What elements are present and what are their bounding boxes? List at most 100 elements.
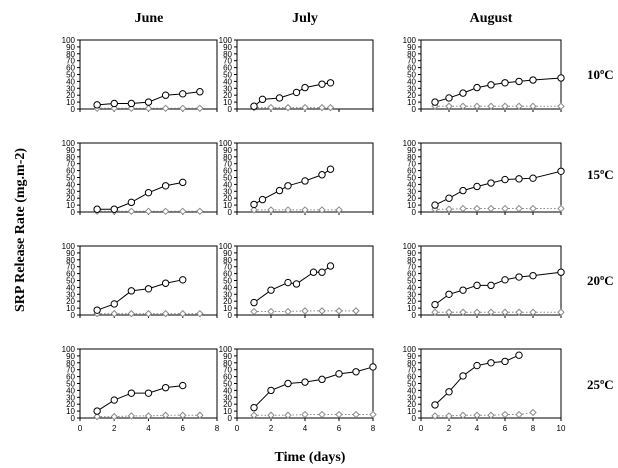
- lower-series-point: [318, 410, 326, 419]
- upper-series-point: [127, 99, 136, 108]
- x-tick-label: 4: [146, 424, 151, 433]
- lower-series-point: [196, 309, 204, 318]
- y-tick-label: 10: [66, 407, 75, 416]
- y-tick-label: 60: [407, 64, 416, 73]
- upper-series-point: [144, 188, 153, 197]
- y-tick-label: 0: [412, 311, 417, 320]
- y-tick-label: 0: [71, 311, 76, 320]
- y-tick-label: 100: [219, 242, 233, 251]
- row-label-15c: 15ºC: [587, 167, 614, 182]
- x-tick-label: 10: [557, 424, 566, 433]
- lower-series-point: [318, 307, 326, 315]
- lower-series-point: [196, 104, 204, 113]
- lower-series-point: [161, 411, 170, 419]
- lower-series-point: [267, 103, 275, 112]
- lower-series-point: [335, 206, 343, 214]
- y-tick-label: 100: [62, 139, 76, 148]
- lower-series-point: [93, 412, 101, 421]
- upper-series-point: [445, 194, 453, 202]
- column-title-june: June: [135, 11, 164, 26]
- upper-series-point: [292, 88, 301, 97]
- y-tick-label: 60: [223, 167, 232, 176]
- lower-series-point: [529, 308, 537, 316]
- lower-series-point: [473, 308, 481, 316]
- upper-series-point: [326, 262, 335, 270]
- upper-series-point: [515, 175, 523, 183]
- y-tick-label: 90: [407, 249, 416, 258]
- lower-series-point: [445, 308, 453, 316]
- upper-series-point: [161, 91, 170, 99]
- x-tick-label: 2: [112, 424, 117, 433]
- panel-frame: [420, 39, 562, 110]
- lower-series-point: [487, 102, 495, 110]
- upper-series-point: [93, 205, 101, 213]
- upper-series-point: [127, 389, 136, 397]
- upper-series-point: [473, 361, 481, 370]
- lower-series-point: [144, 207, 153, 216]
- upper-series-point: [93, 101, 101, 109]
- column-title-august: August: [470, 11, 513, 26]
- y-tick-label: 10: [223, 98, 232, 107]
- lower-series-point: [179, 104, 187, 113]
- y-tick-label: 50: [66, 71, 75, 80]
- lower-series-point: [301, 410, 309, 419]
- lower-series-point: [110, 309, 118, 318]
- upper-series-point: [250, 403, 258, 412]
- y-tick-label: 20: [223, 297, 232, 306]
- lower-series-point: [529, 408, 537, 417]
- y-tick-label: 40: [223, 180, 232, 189]
- y-tick-label: 50: [223, 71, 232, 80]
- upper-series-point: [292, 280, 301, 288]
- lower-series-point: [267, 411, 275, 419]
- lower-series-point: [557, 204, 565, 213]
- lower-series-point: [487, 308, 495, 316]
- lower-series-point: [161, 309, 170, 318]
- row-label-10c: 10ºC: [587, 67, 614, 82]
- lower-series-point: [352, 410, 360, 419]
- upper-series-point: [179, 90, 187, 98]
- lower-series-point: [459, 102, 467, 110]
- y-tick-label: 80: [66, 50, 75, 59]
- upper-series-point: [473, 182, 481, 191]
- row-label-20c: 20ºC: [587, 273, 614, 288]
- upper-series-point: [144, 285, 153, 293]
- lower-series-point: [250, 411, 258, 419]
- upper-series-point: [258, 95, 267, 104]
- y-tick-label: 10: [407, 304, 416, 313]
- y-tick-label: 50: [407, 174, 416, 183]
- lower-series-point: [284, 307, 292, 316]
- lower-series-point: [284, 103, 292, 112]
- upper-series-point: [529, 271, 537, 280]
- lower-series-point: [179, 411, 187, 419]
- y-tick-label: 60: [407, 167, 416, 176]
- y-tick-label: 10: [66, 98, 75, 107]
- lower-series-point: [284, 411, 292, 419]
- y-tick-label: 70: [407, 57, 416, 66]
- upper-series-point: [473, 281, 481, 290]
- upper-series-point: [110, 99, 118, 108]
- y-tick-label: 100: [62, 242, 76, 251]
- upper-series-point: [369, 363, 377, 371]
- upper-series-point: [110, 300, 118, 308]
- upper-series-point: [326, 165, 335, 173]
- y-tick-label: 70: [407, 263, 416, 272]
- y-tick-label: 50: [223, 174, 232, 183]
- y-tick-label: 70: [66, 366, 75, 375]
- x-tick-label: 2: [447, 424, 452, 433]
- y-tick-label: 60: [223, 64, 232, 73]
- y-tick-label: 40: [223, 77, 232, 86]
- y-tick-label: 20: [66, 194, 75, 203]
- y-tick-label: 10: [223, 304, 232, 313]
- upper-series-point: [110, 205, 118, 213]
- y-tick-label: 10: [407, 201, 416, 210]
- y-tick-label: 90: [223, 146, 232, 155]
- upper-series-point: [93, 306, 101, 314]
- x-tick-label: 6: [503, 424, 508, 433]
- y-tick-label: 20: [407, 91, 416, 100]
